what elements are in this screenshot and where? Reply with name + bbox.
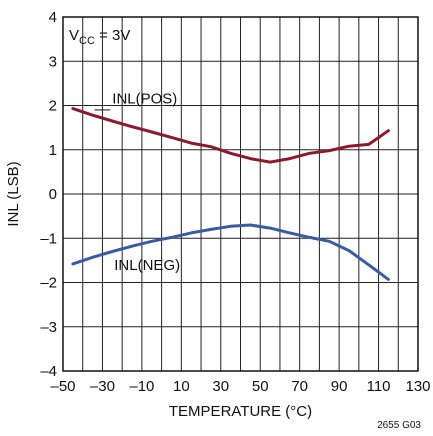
y-tick-label: 1 <box>49 142 57 159</box>
x-tick-label: 130 <box>405 378 430 395</box>
x-axis-label: TEMPERATURE (°C) <box>169 403 312 420</box>
x-tick-label: 110 <box>367 378 391 395</box>
series-label-inl-neg: INL(NEG) <box>114 257 180 274</box>
x-tick-label: 70 <box>291 378 308 395</box>
y-tick-label: 4 <box>49 9 57 26</box>
y-tick-label: –3 <box>40 319 57 336</box>
x-tick-label: –10 <box>129 378 154 395</box>
y-tick-label: 3 <box>49 53 57 70</box>
x-tick-label: –50 <box>50 378 75 395</box>
vcc-annotation-main: V <box>69 27 79 44</box>
x-tick-label: 10 <box>173 378 190 395</box>
series-line-inl-neg <box>71 223 390 281</box>
y-tick-label: 0 <box>49 186 57 203</box>
vcc-annotation-subscript: CC <box>79 35 95 47</box>
x-tick-label: –30 <box>90 378 115 395</box>
y-tick-label: 2 <box>49 98 57 115</box>
figure-id: 2655 G03 <box>377 420 421 431</box>
series-label-inl-pos: INL(POS) <box>112 90 177 107</box>
grid <box>63 17 418 371</box>
y-tick-label: –1 <box>40 230 57 247</box>
series-layer <box>71 107 390 281</box>
y-tick-label: –2 <box>40 275 57 292</box>
x-tick-label: 90 <box>331 378 348 395</box>
vcc-annotation: VCC = 3V <box>69 27 130 47</box>
plot-frame <box>62 16 419 372</box>
x-tick-label: 50 <box>252 378 269 395</box>
x-tick-label: 30 <box>212 378 229 395</box>
vcc-annotation-value: = 3V <box>95 27 130 44</box>
y-axis-label: INL (LSB) <box>5 161 22 226</box>
y-tick-label: –4 <box>40 363 57 380</box>
series-line-inl-pos <box>71 107 390 164</box>
